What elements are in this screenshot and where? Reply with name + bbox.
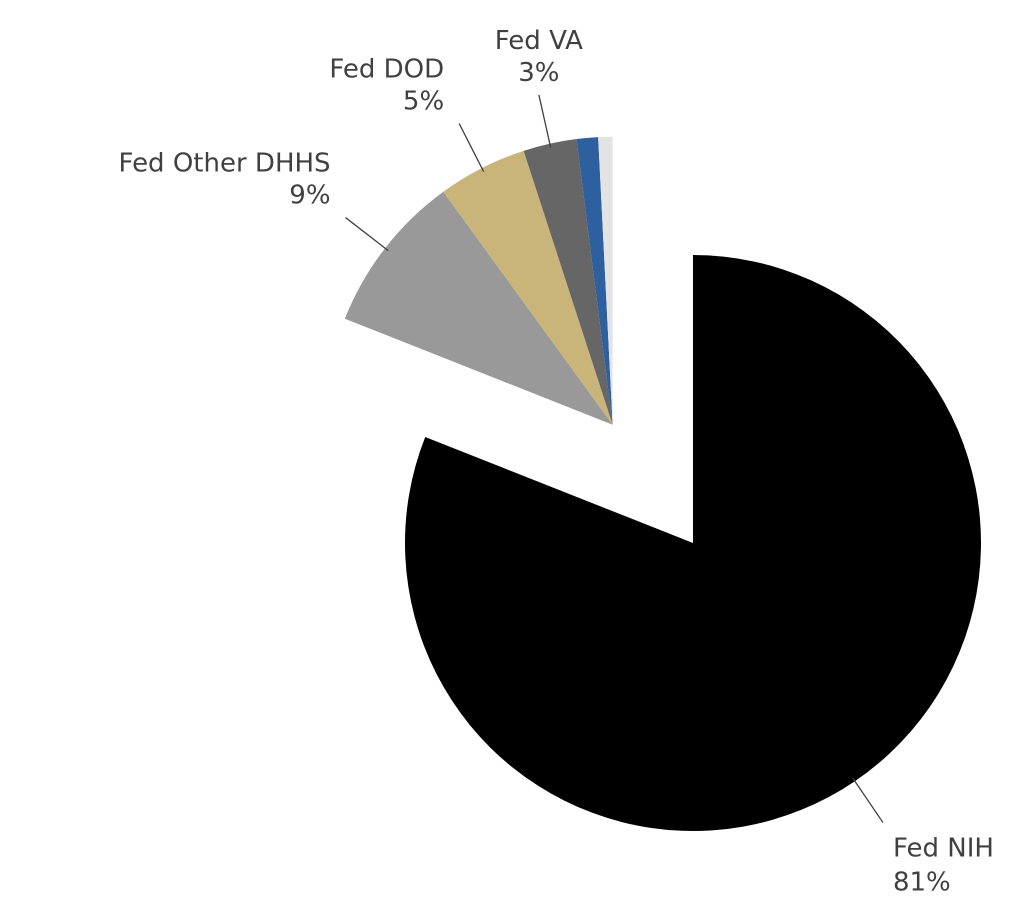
pie-slice	[598, 136, 613, 425]
pie-slice	[344, 191, 613, 425]
slice-label: Fed VA	[495, 26, 583, 56]
slice-value-label: 3%	[518, 58, 559, 88]
leader-line	[852, 777, 884, 823]
slice-value-label: 81%	[893, 868, 951, 898]
pie-slice	[523, 138, 613, 425]
leader-line	[538, 94, 552, 148]
slice-label: Fed NIH	[893, 834, 994, 864]
leader-line	[345, 217, 389, 252]
pie-slice	[404, 255, 982, 832]
pie-slice	[443, 150, 613, 425]
pie-slice	[576, 137, 613, 425]
slice-value-label: 9%	[289, 181, 330, 211]
slice-label: Fed DOD	[329, 55, 444, 85]
slice-label: Fed Other DHHS	[119, 149, 331, 179]
leader-line	[458, 123, 485, 172]
slice-value-label: 5%	[403, 87, 444, 117]
